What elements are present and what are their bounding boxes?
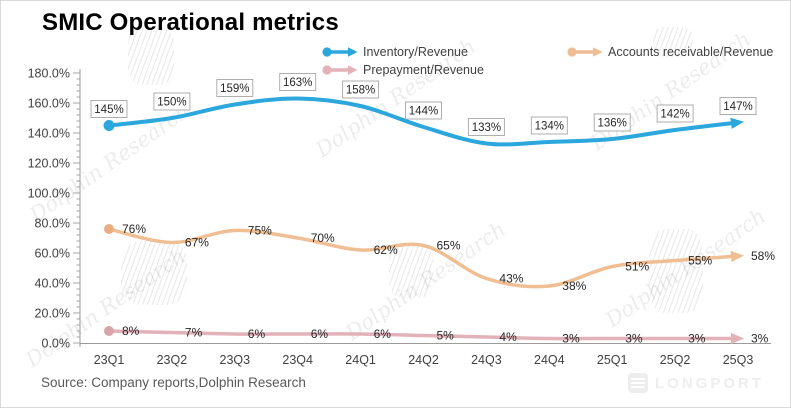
data-label-box xyxy=(90,100,128,118)
series-line-2 xyxy=(107,227,740,289)
data-label: 3% xyxy=(562,332,580,346)
data-label: 158% xyxy=(346,85,375,97)
x-axis-tick-label: 24Q4 xyxy=(534,353,565,367)
legend-label-prepayment: Prepayment/Revenue xyxy=(363,63,484,77)
data-label-box xyxy=(405,101,442,120)
x-axis-tick-label: 23Q4 xyxy=(282,353,313,367)
data-label: 3% xyxy=(688,332,706,346)
legend-label-accounts-receivable: Accounts receivable/Revenue xyxy=(608,45,774,59)
data-label-box xyxy=(719,97,757,115)
x-axis-tick-label: 23Q2 xyxy=(157,353,188,367)
data-label-box xyxy=(530,116,568,135)
data-label: 159% xyxy=(220,83,249,95)
series-arrow-1 xyxy=(731,332,744,345)
series-start-marker-2 xyxy=(104,224,114,234)
data-label: 3% xyxy=(751,332,769,346)
chart-title: SMIC Operational metrics xyxy=(42,9,339,36)
legend-item-prepayment: Prepayment/Revenue xyxy=(322,63,484,77)
data-label-box xyxy=(342,80,380,99)
series-arrow-0 xyxy=(730,117,744,129)
x-axis-tick-label: 25Q3 xyxy=(723,353,754,367)
data-label: 163% xyxy=(283,77,312,89)
data-label: 58% xyxy=(751,249,775,263)
data-label: 147% xyxy=(723,101,752,113)
data-label: 7% xyxy=(185,326,203,340)
legend-item-inventory: Inventory/Revenue xyxy=(322,45,468,59)
data-label: 6% xyxy=(311,327,329,341)
legend-label-inventory: Inventory/Revenue xyxy=(363,45,468,59)
y-axis-tick-label: 60.0% xyxy=(35,247,70,261)
data-label: 67% xyxy=(185,236,209,250)
y-axis-tick-label: 140.0% xyxy=(28,127,70,141)
legend-marker-inventory-icon xyxy=(322,47,358,57)
y-axis-tick-label: 40.0% xyxy=(35,277,70,291)
series-arrow-2 xyxy=(730,250,744,263)
series-start-marker-0 xyxy=(103,120,115,131)
data-label: 6% xyxy=(374,327,392,341)
data-label: 142% xyxy=(660,109,689,121)
x-axis-tick-label: 25Q2 xyxy=(660,353,691,367)
data-label: 38% xyxy=(562,279,586,293)
data-label: 145% xyxy=(94,104,123,116)
data-label: 133% xyxy=(472,122,501,134)
y-axis-tick-label: 120.0% xyxy=(28,157,70,171)
x-axis-tick-label: 24Q1 xyxy=(345,353,376,367)
x-axis-tick-label: 23Q3 xyxy=(220,353,251,367)
data-label: 55% xyxy=(688,254,712,268)
data-label: 76% xyxy=(122,222,146,236)
legend-marker-prepayment-icon xyxy=(322,65,358,75)
y-axis-tick-label: 180.0% xyxy=(28,67,70,81)
legend-item-accounts-receivable: Accounts receivable/Revenue xyxy=(567,45,773,59)
data-label-box xyxy=(216,79,254,97)
data-label: 65% xyxy=(437,239,461,253)
series-start-marker-1 xyxy=(104,326,114,336)
data-label: 134% xyxy=(535,121,564,133)
data-label: 5% xyxy=(437,329,455,343)
data-label: 8% xyxy=(122,324,140,338)
data-label: 3% xyxy=(625,332,643,346)
data-label-box xyxy=(279,73,317,91)
data-label-box xyxy=(593,113,631,132)
data-label: 51% xyxy=(625,260,649,274)
data-label: 136% xyxy=(597,118,626,130)
x-axis-tick-label: 25Q1 xyxy=(597,353,628,367)
data-label: 62% xyxy=(374,243,398,257)
data-label: 6% xyxy=(248,327,266,341)
data-label-box xyxy=(656,104,694,123)
data-label: 4% xyxy=(499,330,517,344)
data-label: 75% xyxy=(248,224,272,238)
legend-marker-accounts-receivable-icon xyxy=(567,47,603,57)
source-note: Source: Company reports,Dolphin Research xyxy=(41,375,306,390)
data-label-box xyxy=(467,118,505,136)
series-line-1 xyxy=(107,329,740,341)
x-axis-tick-label: 24Q2 xyxy=(408,353,439,367)
series-line-0 xyxy=(107,96,740,147)
y-axis-tick-label: 0.0% xyxy=(42,337,71,351)
x-axis-tick-label: 24Q3 xyxy=(471,353,502,367)
data-label: 70% xyxy=(311,231,335,245)
y-axis-tick-label: 160.0% xyxy=(28,97,70,111)
data-label: 150% xyxy=(157,97,186,109)
y-axis-tick-label: 100.0% xyxy=(28,187,70,201)
x-axis-tick-label: 23Q1 xyxy=(94,353,125,367)
y-axis-tick-label: 80.0% xyxy=(35,217,70,231)
data-label: 43% xyxy=(499,272,523,286)
y-axis-tick-label: 20.0% xyxy=(35,307,70,321)
data-label: 144% xyxy=(409,106,438,118)
data-label-box xyxy=(153,92,191,111)
